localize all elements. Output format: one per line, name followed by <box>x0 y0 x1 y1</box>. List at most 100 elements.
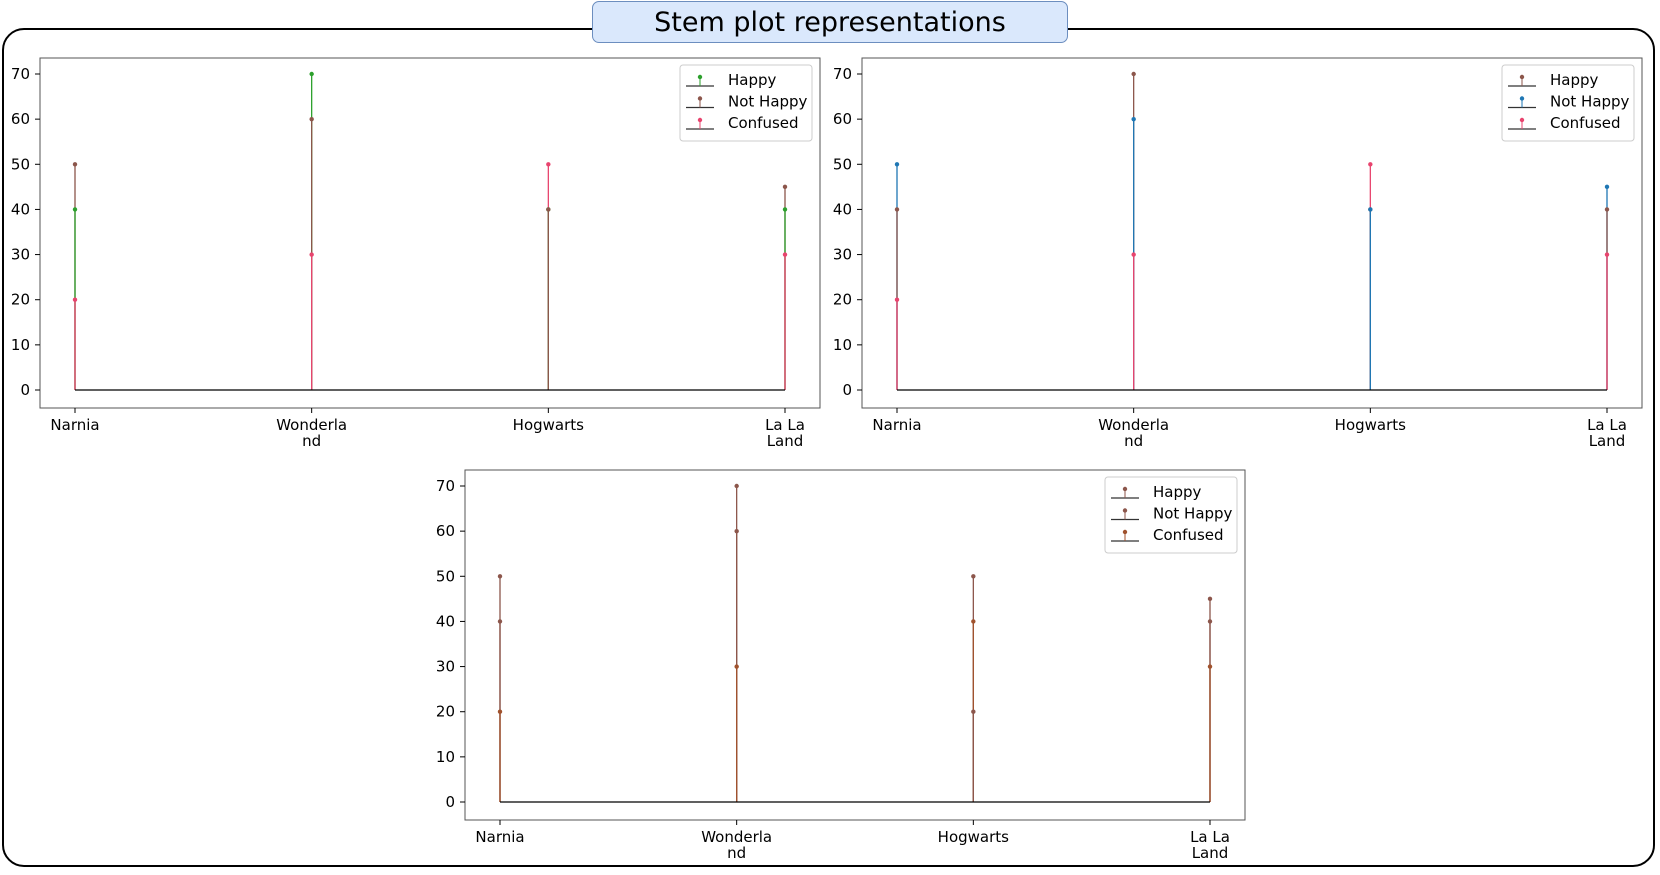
stem-marker-happy <box>1207 619 1213 624</box>
x-tick-label: Land <box>767 432 804 450</box>
y-tick-label: 50 <box>833 155 852 173</box>
x-tick-label: Narnia <box>872 416 921 434</box>
y-tick-label: 40 <box>833 200 852 218</box>
y-tick-label: 20 <box>436 703 455 721</box>
y-tick-label: 0 <box>20 381 30 399</box>
legend-marker-key <box>1519 74 1525 80</box>
stem-marker-confused <box>497 709 503 714</box>
stem-marker-not-happy <box>1207 596 1213 602</box>
x-tick-label: Wonderla <box>276 416 347 434</box>
x-tick-label: nd <box>302 432 321 450</box>
y-tick-label: 0 <box>842 381 852 399</box>
x-tick-label: La La <box>765 416 805 434</box>
legend-box <box>1501 64 1635 142</box>
stem-marker-confused <box>734 664 739 669</box>
stem-marker-confused <box>971 619 976 624</box>
y-tick-label: 30 <box>11 246 30 264</box>
stem-marker-not-happy <box>734 528 739 534</box>
x-tick-label: Narnia <box>475 828 524 846</box>
legend-label: Confused <box>1153 526 1224 544</box>
y-tick-label: 20 <box>11 291 30 309</box>
stem-marker-confused <box>1207 664 1213 669</box>
legend-label: Not Happy <box>1153 505 1233 523</box>
page-title: Stem plot representations <box>592 1 1068 43</box>
x-tick-label: nd <box>727 844 746 862</box>
y-tick-label: 20 <box>833 291 852 309</box>
legend-marker-key <box>1122 508 1128 513</box>
stem-marker-not-happy <box>309 116 314 122</box>
legend-marker-key <box>1519 117 1525 123</box>
x-tick-label: Hogwarts <box>513 416 584 434</box>
stem-marker-confused <box>309 252 314 257</box>
x-tick-label: Hogwarts <box>1335 416 1406 434</box>
legend-label: Confused <box>728 114 799 132</box>
legend-marker-key <box>1122 529 1128 535</box>
legend-label: Not Happy <box>1550 93 1630 111</box>
y-tick-label: 10 <box>436 748 455 766</box>
legend-marker-key <box>697 117 703 123</box>
y-tick-label: 10 <box>11 336 30 354</box>
plot-frame <box>861 57 1643 409</box>
stem-marker-confused <box>1604 252 1610 257</box>
x-tick-label: Hogwarts <box>938 828 1009 846</box>
stem-marker-not-happy <box>546 207 551 212</box>
x-tick-label: Narnia <box>50 416 99 434</box>
y-tick-label: 60 <box>11 110 30 128</box>
stem-marker-not-happy <box>1368 207 1373 212</box>
stem-marker-confused <box>546 162 551 167</box>
y-tick-label: 70 <box>11 65 30 83</box>
stem-marker-not-happy <box>1131 116 1136 122</box>
legend-marker-key <box>697 74 703 80</box>
plot-frame <box>39 57 821 409</box>
stem-marker-confused <box>894 297 900 302</box>
stem-marker-not-happy <box>971 574 976 579</box>
stem-marker-happy <box>894 207 900 212</box>
stem-marker-happy <box>1604 207 1610 212</box>
x-tick-label: nd <box>1124 432 1143 450</box>
legend-label: Happy <box>728 71 777 89</box>
x-tick-label: Land <box>1192 844 1229 862</box>
legend-marker-key <box>697 96 703 101</box>
stem-marker-happy <box>309 71 314 77</box>
y-tick-label: 10 <box>833 336 852 354</box>
y-tick-label: 30 <box>436 658 455 676</box>
y-tick-label: 70 <box>833 65 852 83</box>
x-tick-label: Land <box>1589 432 1626 450</box>
stem-marker-confused <box>1368 162 1373 167</box>
stem-marker-not-happy <box>72 162 78 167</box>
y-tick-label: 50 <box>436 567 455 585</box>
x-tick-label: La La <box>1587 416 1627 434</box>
y-tick-label: 30 <box>833 246 852 264</box>
legend-marker-key <box>1122 486 1128 492</box>
stem-marker-confused <box>72 297 78 302</box>
legend-label: Not Happy <box>728 93 808 111</box>
stem-marker-happy <box>72 207 78 212</box>
y-tick-label: 70 <box>436 477 455 495</box>
x-tick-label: Wonderla <box>701 828 772 846</box>
legend-label: Happy <box>1153 483 1202 501</box>
stem-marker-happy <box>734 483 739 489</box>
y-tick-label: 40 <box>11 200 30 218</box>
stem-marker-happy <box>497 619 503 624</box>
stem-marker-happy <box>1131 71 1136 77</box>
stem-marker-confused <box>1131 252 1136 257</box>
stem-marker-not-happy <box>894 162 900 167</box>
plot-frame <box>464 469 1246 821</box>
legend-label: Happy <box>1550 71 1599 89</box>
y-tick-label: 40 <box>436 612 455 630</box>
y-tick-label: 60 <box>436 522 455 540</box>
x-tick-label: La La <box>1190 828 1230 846</box>
y-tick-label: 60 <box>833 110 852 128</box>
stem-marker-not-happy <box>497 574 503 579</box>
x-tick-label: Wonderla <box>1098 416 1169 434</box>
legend-box <box>679 64 813 142</box>
legend-marker-key <box>1519 96 1525 101</box>
stem-marker-happy <box>971 709 976 714</box>
legend-box <box>1104 476 1238 554</box>
stem-marker-confused <box>782 252 788 257</box>
y-tick-label: 0 <box>445 793 455 811</box>
stem-marker-happy <box>782 207 788 212</box>
y-tick-label: 50 <box>11 155 30 173</box>
